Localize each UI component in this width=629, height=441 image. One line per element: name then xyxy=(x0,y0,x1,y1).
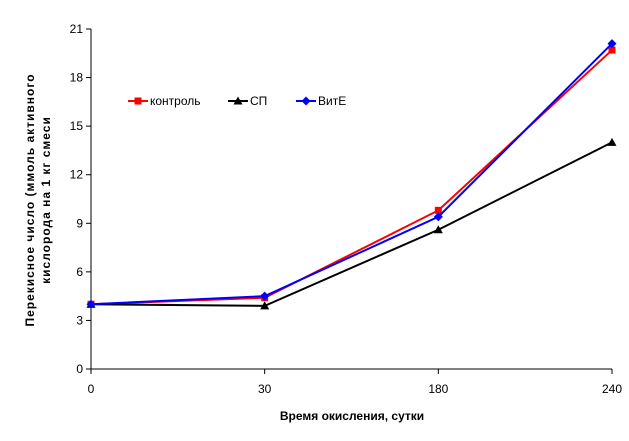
y-tick-label: 15 xyxy=(70,119,84,133)
data-point-diamond xyxy=(260,291,270,301)
legend-label-square: контроль xyxy=(150,94,201,108)
y-tick-label: 6 xyxy=(76,265,83,279)
legend-label-triangle: СП xyxy=(250,94,267,108)
data-point-diamond xyxy=(86,299,96,309)
legend-item-triangle: СП xyxy=(228,94,267,108)
series-line-triangle xyxy=(90,141,613,307)
series-layer xyxy=(86,39,617,310)
series-line-square xyxy=(90,49,613,306)
legend-marker-triangle xyxy=(233,96,243,105)
legend-label-diamond: ВитЕ xyxy=(318,94,346,108)
y-tick-label: 0 xyxy=(76,362,83,376)
x-tick-label: 0 xyxy=(88,382,95,396)
y-tick-label: 12 xyxy=(70,168,84,182)
data-point-square xyxy=(434,206,442,214)
y-tick-label: 9 xyxy=(76,216,83,230)
data-point-triangle xyxy=(260,301,270,310)
y-axis-title-line-2: кислорода на 1 кг смеси xyxy=(39,116,53,284)
y-axis-title: Перекисное число (ммоль активного кислор… xyxy=(23,73,53,326)
legend-item-diamond: ВитЕ xyxy=(296,94,346,108)
y-axis-title-line-1: Перекисное число (ммоль активного xyxy=(23,73,37,326)
series-line-diamond xyxy=(90,42,613,306)
data-point-diamond xyxy=(607,39,617,49)
x-tick-label: 180 xyxy=(428,382,448,396)
x-tick-label: 30 xyxy=(258,382,272,396)
data-point-triangle xyxy=(607,137,617,146)
data-point-diamond xyxy=(433,212,443,222)
y-tick-label: 18 xyxy=(70,71,84,85)
legend-marker-square xyxy=(134,97,142,105)
y-tick-label: 3 xyxy=(76,313,83,327)
data-point-square xyxy=(608,46,616,54)
series-triangle xyxy=(86,137,617,310)
axes: 0 3 6 9 12 15 18 21 0 30 180 240 xyxy=(70,22,623,396)
series-diamond xyxy=(86,39,617,309)
legend: контроль СП ВитЕ xyxy=(128,94,346,108)
x-axis-title: Время окисления, сутки xyxy=(280,409,424,423)
y-tick-label: 21 xyxy=(70,22,84,36)
x-tick-label: 240 xyxy=(602,382,622,396)
legend-item-square: контроль xyxy=(128,94,201,108)
legend-marker-diamond xyxy=(301,96,311,106)
data-point-triangle xyxy=(433,225,443,234)
